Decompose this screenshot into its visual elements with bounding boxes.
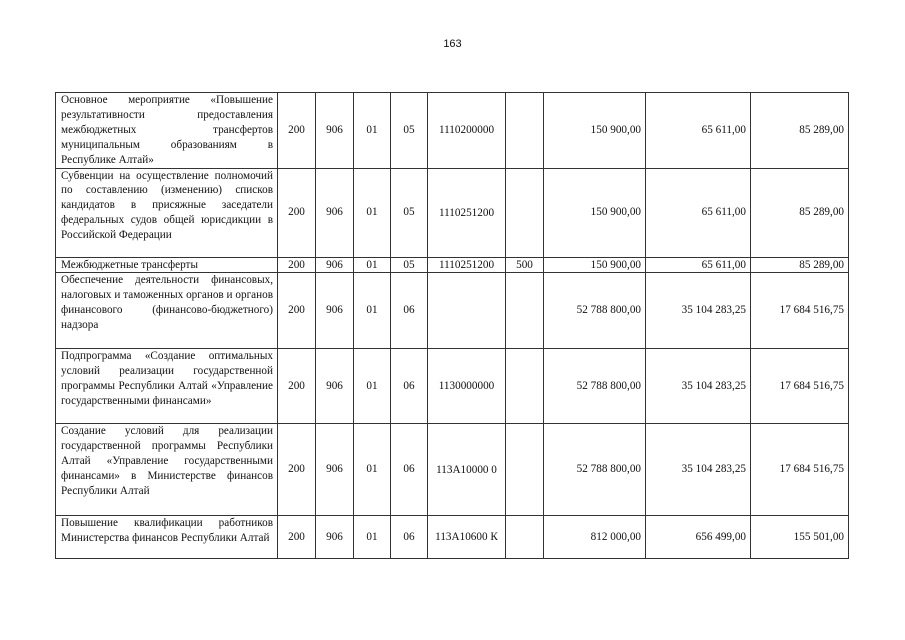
column-1-cell: 200 — [277, 423, 316, 517]
name-cell: Повышение квалификации работников Минист… — [55, 515, 278, 560]
amount-executed-cell: 65 611,00 — [645, 92, 751, 169]
section-cell: 01 — [353, 272, 391, 350]
expense-type-cell — [505, 515, 544, 560]
name-cell: Подпрограмма «Создание оптимальных услов… — [55, 348, 278, 425]
amount-plan-cell: 52 788 800,00 — [543, 348, 646, 425]
amount-plan-cell: 52 788 800,00 — [543, 272, 646, 350]
subsection-cell: 05 — [390, 256, 428, 274]
expense-type-cell — [505, 272, 544, 350]
table-row: Межбюджетные трансферты 200 906 01 05 1110251… — [55, 256, 849, 274]
column-2-cell: 906 — [315, 423, 354, 517]
amount-plan-cell: 150 900,00 — [543, 256, 646, 274]
page-number: 163 — [443, 38, 462, 50]
target-article-cell: 1110251200 — [427, 167, 506, 258]
subsection-cell: 05 — [390, 92, 428, 169]
amount-remaining-cell: 85 289,00 — [750, 92, 849, 169]
column-2-cell: 906 — [315, 515, 354, 560]
column-2-cell: 906 — [315, 92, 354, 169]
target-article-cell — [427, 272, 506, 350]
amount-remaining-cell: 17 684 516,75 — [750, 348, 849, 425]
amount-remaining-cell: 17 684 516,75 — [750, 423, 849, 517]
table-row: Создание условий для реализации государс… — [55, 423, 849, 517]
amount-executed-cell: 656 499,00 — [645, 515, 751, 560]
column-1-cell: 200 — [277, 256, 316, 274]
subsection-cell: 05 — [390, 167, 428, 258]
subsection-cell: 06 — [390, 272, 428, 350]
section-cell: 01 — [353, 423, 391, 517]
amount-plan-cell: 812 000,00 — [543, 515, 646, 560]
expense-type-cell — [505, 92, 544, 169]
column-2-cell: 906 — [315, 272, 354, 350]
name-cell: Обеспечение деятельности финансовых, нал… — [55, 272, 278, 350]
section-cell: 01 — [353, 167, 391, 258]
section-cell: 01 — [353, 515, 391, 560]
amount-remaining-cell: 155 501,00 — [750, 515, 849, 560]
name-cell: Межбюджетные трансферты — [55, 256, 278, 274]
table-row: Подпрограмма «Создание оптимальных услов… — [55, 348, 849, 425]
column-1-cell: 200 — [277, 167, 316, 258]
section-cell: 01 — [353, 348, 391, 425]
column-2-cell: 906 — [315, 167, 354, 258]
target-article-cell: 1110200000 — [427, 92, 506, 169]
table-row: Повышение квалификации работников Минист… — [55, 515, 849, 560]
name-cell: Создание условий для реализации государс… — [55, 423, 278, 517]
table-row: Субвенции на осуществление полномочий по… — [55, 167, 849, 258]
target-article-cell: 1110251200 — [427, 256, 506, 274]
target-article-cell: 1130000000 — [427, 348, 506, 425]
amount-plan-cell: 150 900,00 — [543, 167, 646, 258]
subsection-cell: 06 — [390, 423, 428, 517]
column-2-cell: 906 — [315, 256, 354, 274]
column-2-cell: 906 — [315, 348, 354, 425]
expense-type-cell — [505, 423, 544, 517]
amount-executed-cell: 35 104 283,25 — [645, 423, 751, 517]
expense-type-cell: 500 — [505, 256, 544, 274]
subsection-cell: 06 — [390, 348, 428, 425]
column-1-cell: 200 — [277, 515, 316, 560]
amount-executed-cell: 35 104 283,25 — [645, 348, 751, 425]
amount-remaining-cell: 85 289,00 — [750, 167, 849, 258]
section-cell: 01 — [353, 92, 391, 169]
amount-plan-cell: 52 788 800,00 — [543, 423, 646, 517]
name-cell: Основное мероприятие «Повышение результа… — [55, 92, 278, 169]
expense-type-cell — [505, 167, 544, 258]
table-row: Основное мероприятие «Повышение результа… — [55, 92, 849, 169]
amount-plan-cell: 150 900,00 — [543, 92, 646, 169]
amount-remaining-cell: 85 289,00 — [750, 256, 849, 274]
target-article-cell: 113А10600 К — [427, 515, 506, 560]
section-cell: 01 — [353, 256, 391, 274]
amount-executed-cell: 65 611,00 — [645, 256, 751, 274]
expense-type-cell — [505, 348, 544, 425]
name-cell: Субвенции на осуществление полномочий по… — [55, 167, 278, 258]
subsection-cell: 06 — [390, 515, 428, 560]
amount-executed-cell: 65 611,00 — [645, 167, 751, 258]
column-1-cell: 200 — [277, 92, 316, 169]
amount-remaining-cell: 17 684 516,75 — [750, 272, 849, 350]
column-1-cell: 200 — [277, 348, 316, 425]
target-article-cell: 113А10000 0 — [427, 423, 506, 517]
amount-executed-cell: 35 104 283,25 — [645, 272, 751, 350]
budget-table: Основное мероприятие «Повышение результа… — [55, 92, 849, 560]
table-row: Обеспечение деятельности финансовых, нал… — [55, 272, 849, 350]
column-1-cell: 200 — [277, 272, 316, 350]
